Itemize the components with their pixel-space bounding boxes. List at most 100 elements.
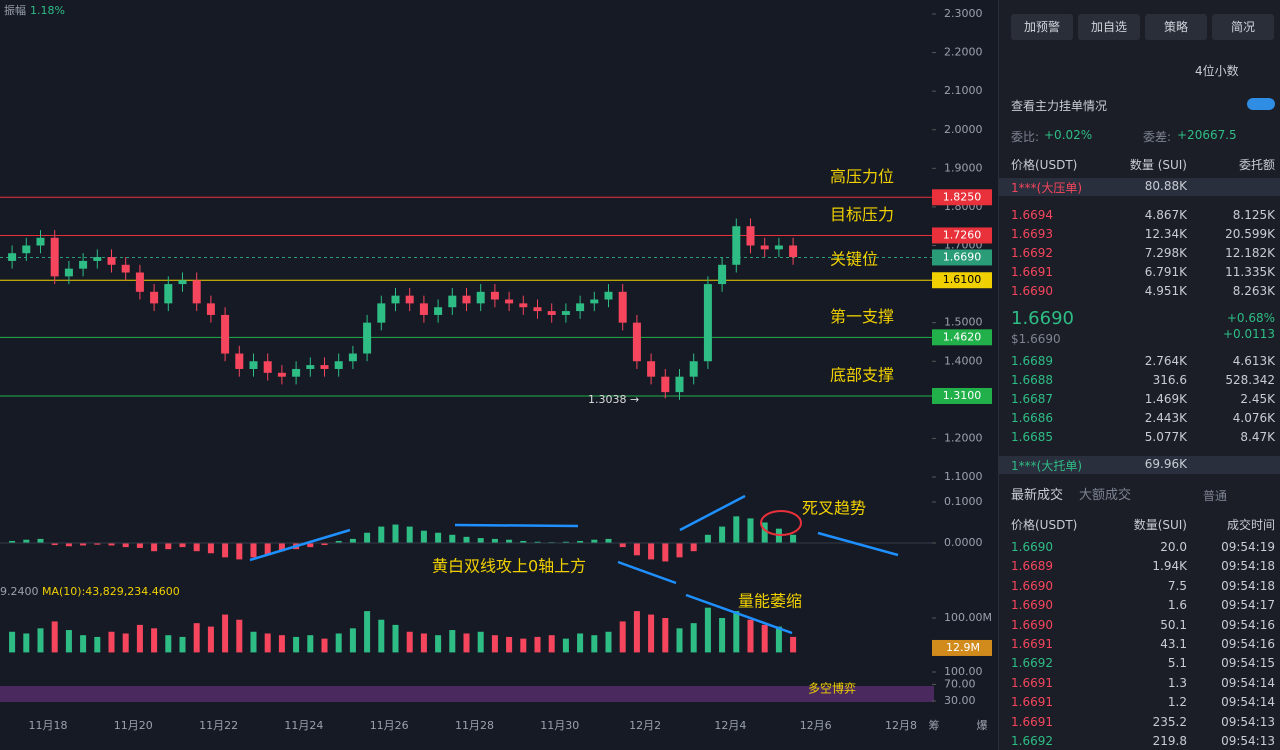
candle-body bbox=[36, 237, 45, 246]
volume-bar bbox=[790, 636, 797, 653]
col: 528.342 bbox=[1225, 373, 1275, 387]
macd-bar bbox=[108, 543, 115, 546]
candle-body bbox=[405, 295, 414, 304]
tab[interactable]: 最新成交 bbox=[1011, 488, 1064, 503]
candle-body bbox=[760, 245, 769, 250]
col: 数量(SUI) bbox=[1133, 518, 1187, 532]
col: 20.599K bbox=[1225, 227, 1275, 241]
candle-body bbox=[718, 264, 727, 285]
col: 4.867K bbox=[1144, 208, 1187, 222]
macd-bar bbox=[562, 541, 569, 543]
volume-bar bbox=[605, 631, 612, 653]
toggle[interactable] bbox=[1247, 98, 1275, 110]
volume-bar bbox=[463, 633, 470, 653]
trade-time: 09:54:18 bbox=[1221, 559, 1275, 574]
candle-body bbox=[505, 299, 514, 304]
candle-body bbox=[434, 307, 443, 315]
volume-bar bbox=[449, 630, 456, 653]
macd-bar bbox=[51, 543, 58, 546]
candle-body bbox=[590, 299, 599, 304]
volume-bar bbox=[548, 635, 555, 653]
macd-bar bbox=[605, 538, 612, 543]
candle-body bbox=[391, 295, 400, 304]
candle-body bbox=[490, 291, 499, 300]
button[interactable]: 加预警 bbox=[1011, 14, 1073, 40]
rsi-band bbox=[0, 686, 934, 702]
col: 2.45K bbox=[1240, 392, 1275, 406]
x-tick-label: 11月18 bbox=[29, 719, 68, 732]
col: 8.125K bbox=[1232, 208, 1275, 222]
decimals[interactable]: 4位小数 bbox=[1195, 64, 1239, 78]
trade-qty: 1.6 bbox=[1167, 598, 1187, 613]
volume-bar bbox=[250, 631, 257, 653]
volume-bar bbox=[37, 628, 44, 653]
candle-body bbox=[306, 365, 315, 369]
volume-bar bbox=[506, 636, 513, 653]
volume-bar bbox=[222, 614, 229, 653]
trade-qty: 1.94K bbox=[1152, 559, 1187, 574]
x-axis-bg bbox=[0, 728, 934, 750]
col: 1.6689 bbox=[1011, 354, 1053, 368]
trade-qty: 1.3 bbox=[1167, 675, 1187, 690]
volume-bar bbox=[264, 633, 271, 653]
corner-label: 爆 bbox=[977, 718, 988, 732]
volume-bar bbox=[335, 633, 342, 653]
macd-bar bbox=[449, 534, 456, 543]
macd-bar bbox=[335, 540, 342, 543]
candle-body bbox=[107, 257, 116, 265]
trade-time: 09:54:14 bbox=[1221, 695, 1275, 710]
y-tick-label: 1.2000 bbox=[944, 431, 983, 444]
trade-time: 09:54:18 bbox=[1221, 578, 1275, 593]
y-tick-label: 100.00 bbox=[944, 665, 983, 678]
trade-time: 09:54:14 bbox=[1221, 675, 1275, 690]
y-tick-label: 0.0000 bbox=[944, 536, 983, 549]
candle-body bbox=[519, 303, 528, 308]
volume-bar bbox=[406, 631, 413, 653]
macd-bar bbox=[392, 524, 399, 543]
macd-bar bbox=[193, 543, 200, 552]
x-tick-label: 11月30 bbox=[540, 719, 579, 732]
volume-bar bbox=[491, 635, 498, 653]
level-tag-label: 1.3100 bbox=[943, 389, 982, 402]
candle-body bbox=[292, 368, 301, 377]
macd-bar bbox=[690, 543, 697, 552]
macd-bar bbox=[676, 543, 683, 558]
col: 成交时间 bbox=[1226, 518, 1275, 532]
y-tick-label: 0.1000 bbox=[944, 495, 983, 508]
volume-bar bbox=[136, 624, 143, 653]
trade-price: 1.6690 bbox=[1011, 617, 1053, 632]
col: 1.6686 bbox=[1011, 411, 1053, 425]
volume-bar bbox=[364, 611, 371, 653]
level-tag-label: 1.8250 bbox=[943, 190, 982, 203]
macd-bar bbox=[619, 543, 626, 548]
candle-body bbox=[8, 253, 17, 261]
candle-body bbox=[93, 257, 102, 261]
candle-body bbox=[348, 353, 357, 362]
low-marker: 1.3038 → bbox=[588, 393, 639, 406]
macd-bar bbox=[136, 543, 143, 548]
candle-body bbox=[320, 365, 329, 369]
y-tick-label: 100.00M bbox=[944, 611, 992, 624]
macd-bar bbox=[65, 543, 72, 547]
big-ask-qty: 80.88K bbox=[1144, 179, 1187, 193]
volume-bar bbox=[193, 623, 200, 653]
candle-body bbox=[618, 291, 627, 323]
button[interactable]: 加自选 bbox=[1078, 14, 1140, 40]
normal: 普通 bbox=[1203, 489, 1228, 503]
col: 1.6688 bbox=[1011, 373, 1053, 387]
tab[interactable]: 大额成交 bbox=[1079, 488, 1132, 503]
volume-bar bbox=[94, 636, 101, 653]
button[interactable]: 简况 bbox=[1212, 14, 1274, 40]
col: 316.6 bbox=[1152, 373, 1187, 387]
volume-bar bbox=[534, 636, 541, 653]
volume-bar bbox=[676, 628, 683, 653]
macd-bar bbox=[151, 543, 158, 552]
button[interactable]: 策略 bbox=[1145, 14, 1207, 40]
trade-price: 1.6690 bbox=[1011, 540, 1053, 554]
candle-body bbox=[561, 311, 570, 315]
macd-bar bbox=[477, 538, 484, 543]
trade-qty: 20.0 bbox=[1160, 540, 1187, 554]
macd-bar bbox=[577, 540, 584, 543]
candle-body bbox=[647, 361, 656, 377]
candle-body bbox=[249, 361, 258, 369]
